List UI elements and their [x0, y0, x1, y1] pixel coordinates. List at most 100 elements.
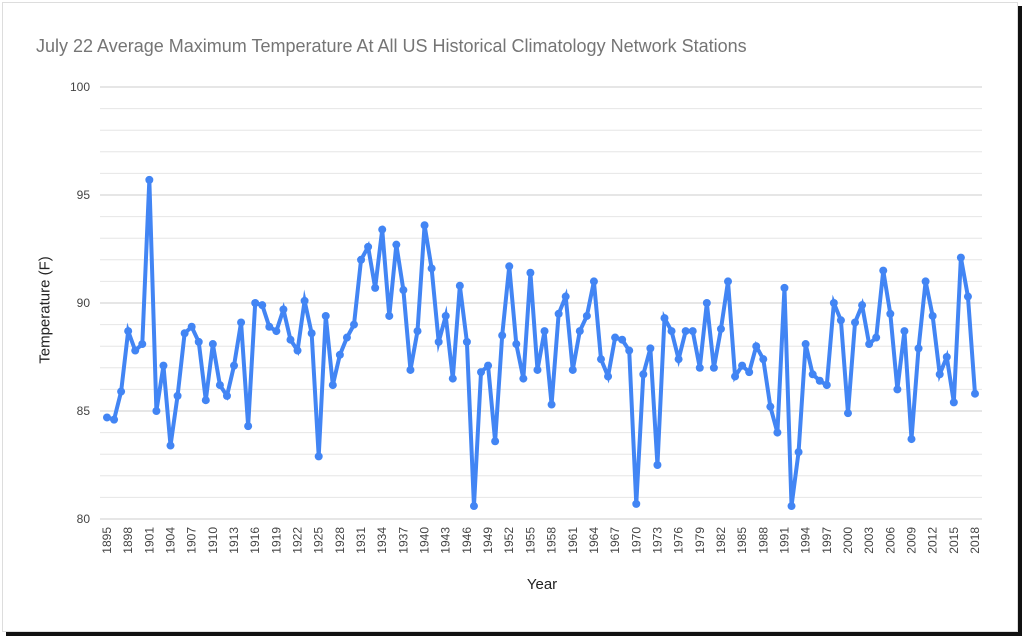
- series-line: [106, 179, 977, 507]
- x-tick-label: 2018: [968, 527, 982, 554]
- data-point: [300, 296, 309, 305]
- data-point: [131, 346, 140, 355]
- data-point: [935, 370, 944, 379]
- data-point: [342, 333, 351, 342]
- data-point: [709, 363, 718, 372]
- data-point: [314, 452, 323, 461]
- x-tick-label: 1994: [799, 527, 813, 554]
- data-point: [371, 283, 380, 292]
- data-point: [293, 346, 302, 355]
- x-tick-label: 1964: [587, 527, 601, 554]
- data-point: [815, 376, 824, 385]
- x-tick-label: 2015: [947, 527, 961, 554]
- data-point: [865, 340, 874, 349]
- data-point: [801, 340, 810, 349]
- data-point: [971, 389, 979, 398]
- x-tick-label: 1925: [312, 527, 326, 554]
- data-point: [851, 318, 860, 327]
- x-tick-label: 1955: [523, 527, 537, 554]
- x-tick-label: 1934: [375, 527, 389, 554]
- data-point: [604, 372, 613, 381]
- data-point: [688, 327, 697, 336]
- data-point: [745, 368, 754, 377]
- data-point: [434, 337, 443, 346]
- data-point: [716, 324, 725, 333]
- data-point: [808, 370, 817, 379]
- y-tick-label: 90: [77, 296, 91, 310]
- data-point: [653, 461, 662, 469]
- data-point: [286, 335, 295, 344]
- data-point: [886, 309, 895, 318]
- data-point: [413, 327, 422, 336]
- data-point: [462, 337, 471, 346]
- x-axis-title: Year: [526, 576, 558, 593]
- data-point: [335, 350, 344, 359]
- data-point: [568, 365, 577, 374]
- data-point: [822, 381, 831, 390]
- y-tick-label: 100: [70, 80, 90, 94]
- data-point: [872, 333, 881, 342]
- x-tick-label: 1898: [121, 527, 135, 554]
- x-tick-label: 1943: [439, 527, 453, 554]
- data-point: [110, 415, 119, 424]
- data-point: [448, 374, 457, 383]
- data-point: [215, 381, 224, 390]
- data-point: [674, 355, 683, 364]
- x-tick-label: 1958: [545, 527, 559, 554]
- data-point: [949, 398, 958, 407]
- data-point: [963, 292, 972, 301]
- x-tick-label: 1913: [227, 527, 241, 554]
- x-tick-label: 2009: [904, 527, 918, 554]
- data-point: [611, 333, 620, 342]
- data-point: [152, 407, 161, 415]
- data-point: [173, 391, 182, 400]
- x-tick-label: 1907: [185, 527, 199, 554]
- data-point: [469, 502, 478, 511]
- data-point: [547, 400, 556, 409]
- data-point: [829, 299, 838, 307]
- data-point: [794, 448, 803, 457]
- data-point: [582, 311, 591, 320]
- x-tick-label: 1961: [566, 527, 580, 554]
- data-point: [251, 299, 260, 307]
- data-point: [258, 301, 267, 310]
- data-point: [702, 299, 711, 307]
- data-point: [625, 346, 634, 355]
- data-point: [498, 331, 507, 340]
- data-point: [505, 262, 514, 271]
- data-point: [787, 502, 796, 511]
- x-tick-label: 2000: [841, 527, 855, 554]
- data-point: [357, 255, 366, 264]
- x-tick-label: 1904: [164, 527, 178, 554]
- data-point: [773, 428, 782, 437]
- x-tick-label: 2006: [883, 527, 897, 554]
- data-point: [893, 385, 902, 394]
- x-tick-label: 1916: [248, 527, 262, 554]
- x-tick-label: 1895: [100, 527, 114, 554]
- data-point: [667, 327, 676, 336]
- data-point: [921, 277, 930, 286]
- x-tick-label: 1982: [714, 527, 728, 554]
- data-point: [194, 337, 203, 346]
- data-point: [279, 305, 288, 314]
- data-point: [392, 240, 401, 249]
- data-point: [914, 344, 923, 353]
- data-point: [575, 327, 584, 336]
- x-tick-label: 2012: [926, 527, 940, 554]
- y-tick-label: 95: [77, 188, 91, 202]
- data-point: [512, 340, 521, 349]
- data-point: [554, 309, 563, 318]
- data-point: [187, 322, 196, 331]
- data-point: [596, 355, 605, 364]
- data-point: [561, 292, 570, 301]
- x-tick-label: 1919: [269, 527, 283, 554]
- chart-title: July 22 Average Maximum Temperature At A…: [36, 36, 747, 56]
- x-tick-label: 1973: [650, 527, 664, 554]
- data-point: [180, 329, 189, 338]
- data-point: [639, 370, 648, 379]
- x-tick-label: 2003: [862, 527, 876, 554]
- x-tick-label: 1985: [735, 527, 749, 554]
- data-point: [858, 301, 867, 310]
- data-point: [484, 361, 493, 370]
- data-point: [907, 435, 916, 444]
